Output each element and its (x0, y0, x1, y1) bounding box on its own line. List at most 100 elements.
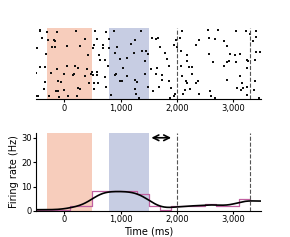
Point (56, 89, 61, 93)
Point (128, 42, 133, 46)
Point (95, 73, 99, 77)
Point (114, 72, 119, 76)
Point (40, 36, 44, 40)
Point (87, 81, 92, 84)
Point (103, 58, 107, 62)
Point (151, 89, 155, 92)
Point (78, 87, 83, 91)
Point (245, 86, 250, 89)
Point (53, 39, 58, 42)
Bar (48, 133, 93, 211)
Point (35, 94, 40, 98)
Point (112, 30, 116, 33)
Point (50, 45, 55, 49)
Point (52, 38, 56, 41)
Point (75, 86, 80, 90)
Point (37, 30, 42, 33)
Point (44, 52, 48, 56)
Point (132, 51, 136, 55)
Point (180, 92, 185, 96)
Point (46, 38, 50, 42)
Point (158, 45, 163, 49)
Point (215, 28, 220, 32)
Point (120, 79, 125, 83)
Point (85, 67, 90, 71)
Point (209, 94, 214, 98)
Point (167, 80, 171, 83)
Point (171, 43, 176, 46)
Point (254, 50, 259, 54)
Point (222, 64, 226, 68)
Point (180, 74, 184, 77)
Point (164, 57, 169, 61)
Point (83, 74, 88, 78)
Point (125, 56, 129, 60)
Point (45, 30, 49, 34)
Point (177, 36, 182, 40)
Point (233, 60, 238, 64)
Point (240, 81, 244, 85)
Point (143, 50, 148, 53)
Point (233, 53, 237, 56)
Point (66, 94, 71, 98)
Point (76, 67, 81, 70)
Point (91, 46, 96, 50)
Point (101, 46, 105, 50)
Point (139, 50, 144, 53)
Point (233, 29, 238, 32)
Point (86, 53, 90, 56)
Bar (109, 28, 148, 99)
Point (197, 38, 202, 42)
Point (253, 58, 258, 62)
Point (168, 96, 173, 100)
Point (155, 36, 160, 40)
Point (238, 74, 242, 78)
Point (104, 30, 108, 34)
Point (133, 78, 137, 82)
Point (97, 53, 101, 57)
Point (115, 45, 119, 49)
Point (54, 89, 59, 92)
Point (106, 37, 111, 41)
Point (61, 72, 66, 76)
Point (91, 82, 96, 85)
Point (207, 52, 211, 56)
Point (134, 92, 139, 96)
Point (143, 72, 148, 76)
Point (102, 75, 107, 78)
Point (184, 59, 189, 63)
Point (125, 74, 129, 77)
Point (208, 89, 213, 93)
Point (48, 71, 53, 75)
Point (194, 81, 198, 85)
Point (96, 81, 100, 85)
Point (253, 35, 258, 39)
Point (92, 87, 97, 91)
Point (89, 73, 93, 76)
Point (34, 94, 39, 98)
Point (244, 66, 249, 70)
Point (154, 72, 159, 76)
Point (184, 53, 189, 57)
Point (78, 44, 82, 48)
Point (93, 29, 97, 32)
Point (109, 93, 114, 97)
Point (173, 92, 177, 96)
Bar (109, 133, 148, 211)
Point (245, 59, 250, 63)
Point (250, 39, 255, 43)
Point (162, 51, 167, 55)
Point (225, 44, 229, 48)
Point (133, 87, 137, 91)
Point (92, 43, 96, 47)
Point (121, 66, 126, 70)
Point (113, 51, 117, 55)
Point (55, 30, 60, 34)
Point (47, 94, 51, 98)
Point (171, 94, 176, 97)
Point (91, 73, 96, 77)
Point (65, 65, 70, 68)
Point (106, 46, 111, 50)
Point (247, 32, 252, 36)
Point (257, 96, 262, 100)
